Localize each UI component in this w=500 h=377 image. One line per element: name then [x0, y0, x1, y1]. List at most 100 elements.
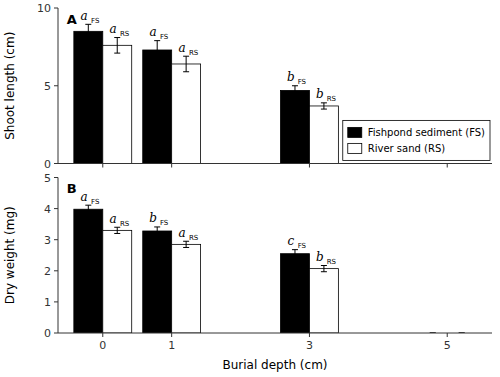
- x-tick: [102, 333, 103, 337]
- legend-label: River sand (RS): [368, 143, 445, 154]
- error-cap: [292, 95, 298, 96]
- bar: [103, 45, 132, 163]
- x-tick: [309, 333, 310, 337]
- y-tick-label: 0: [44, 327, 51, 340]
- bar: [103, 230, 132, 333]
- x-tick: [171, 164, 172, 168]
- letter-label: b: [149, 211, 157, 225]
- legend-frame: [343, 120, 490, 160]
- letter-label: a: [110, 212, 117, 226]
- error-bar: [321, 266, 327, 272]
- x-tick-label: 0: [99, 339, 106, 352]
- y-tick: [54, 8, 58, 9]
- y-tick: [54, 177, 58, 178]
- bar: [143, 231, 172, 333]
- letter-label: b: [316, 87, 324, 101]
- error-line: [117, 227, 118, 233]
- error-line: [157, 227, 158, 235]
- x-axis: [58, 333, 492, 334]
- x-tick: [309, 164, 310, 168]
- bar: [74, 31, 103, 163]
- error-bar: [114, 38, 120, 54]
- y-tick: [54, 85, 58, 86]
- error-cap: [321, 109, 327, 110]
- error-line: [117, 38, 118, 54]
- error-line: [88, 205, 89, 213]
- letter-subscript: FS: [298, 242, 307, 250]
- y-axis: [58, 178, 59, 334]
- letter-subscript: RS: [189, 234, 199, 242]
- x-tick-label: 3: [306, 339, 313, 352]
- error-bar: [114, 227, 120, 233]
- y-tick-label: 5: [44, 80, 51, 93]
- bar: [172, 244, 201, 333]
- x-axis: [58, 163, 492, 164]
- error-cap: [292, 257, 298, 258]
- x-tick-label: 1: [168, 339, 175, 352]
- letter-subscript: FS: [91, 198, 100, 206]
- panel-title: A: [67, 12, 77, 27]
- letter-subscript: FS: [298, 78, 307, 86]
- error-cap: [154, 235, 160, 236]
- bar: [309, 269, 338, 333]
- bar: [281, 90, 310, 163]
- x-tick: [171, 333, 172, 337]
- error-bar: [183, 241, 189, 247]
- chart: aFSaFSbFSaRSaRSbRS0510Shoot length (cm)A…: [0, 0, 500, 377]
- y-axis-label: Dry weight (mg): [3, 206, 17, 304]
- error-bar: [154, 227, 160, 235]
- y-tick: [54, 270, 58, 271]
- x-tick: [447, 164, 448, 168]
- letter-subscript: RS: [120, 30, 130, 38]
- error-line: [323, 266, 324, 272]
- y-tick-label: 5: [44, 172, 51, 185]
- legend: Fishpond sediment (FS)River sand (RS): [343, 120, 490, 160]
- y-tick: [54, 333, 58, 334]
- page: {"chart_data": [ {"type": "bar", "title"…: [0, 0, 500, 377]
- bar: [74, 209, 103, 333]
- letter-label: b: [316, 250, 324, 264]
- letter-label: a: [81, 190, 88, 204]
- y-tick: [54, 239, 58, 240]
- y-tick: [54, 301, 58, 302]
- error-bar: [292, 86, 298, 95]
- error-cap: [183, 71, 189, 72]
- error-bar: [85, 24, 91, 38]
- y-tick-label: 10: [37, 2, 51, 15]
- bar: [281, 254, 310, 333]
- x-tick-label: 5: [444, 339, 451, 352]
- error-bar: [321, 103, 327, 109]
- letter-label: c: [287, 234, 294, 248]
- legend-swatch: [348, 143, 362, 153]
- marks: [74, 24, 465, 163]
- error-cap: [321, 271, 327, 272]
- y-tick-label: 4: [44, 203, 51, 216]
- letter-label: a: [81, 9, 88, 23]
- error-cap: [154, 59, 160, 60]
- error-line: [88, 24, 89, 38]
- letter-label: b: [287, 70, 295, 84]
- error-line: [294, 250, 295, 258]
- bar: [143, 50, 172, 164]
- y-tick: [54, 163, 58, 164]
- error-bar: [85, 205, 91, 213]
- error-cap: [85, 38, 91, 39]
- y-tick: [54, 208, 58, 209]
- letter-subscript: RS: [327, 258, 337, 266]
- error-cap: [114, 53, 120, 54]
- y-tick-label: 3: [44, 234, 51, 247]
- error-bar: [292, 250, 298, 258]
- bar: [172, 64, 201, 164]
- panel-title: B: [67, 181, 77, 196]
- letter-subscript: FS: [160, 33, 169, 41]
- error-line: [186, 56, 187, 72]
- bar: [309, 106, 338, 164]
- letter-label: a: [178, 226, 185, 240]
- x-axis-label: Burial depth (cm): [223, 358, 328, 372]
- letter-label: a: [178, 41, 185, 55]
- letter-subscript: RS: [327, 95, 337, 103]
- error-cap: [183, 247, 189, 248]
- error-bar: [183, 56, 189, 72]
- y-tick-label: 1: [44, 296, 51, 309]
- error-cap: [114, 233, 120, 234]
